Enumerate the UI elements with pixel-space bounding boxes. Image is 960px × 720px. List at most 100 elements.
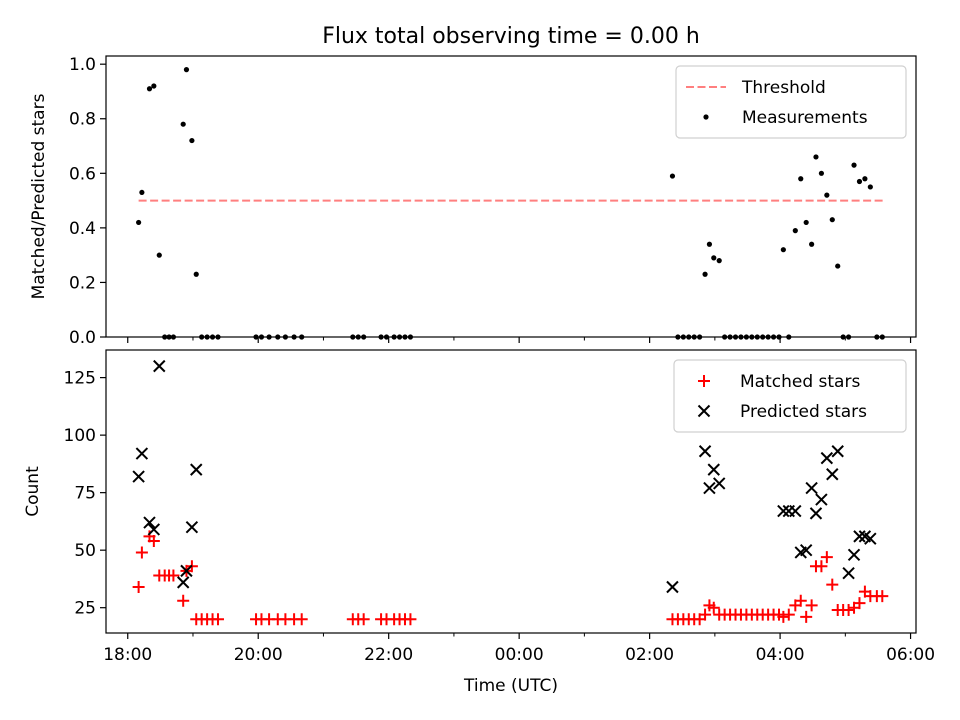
data-point — [780, 247, 786, 253]
data-point — [357, 613, 370, 626]
legend-handle — [703, 114, 709, 120]
data-point — [831, 445, 844, 458]
y-tick-label: 125 — [64, 369, 96, 389]
data-point — [842, 603, 855, 616]
data-point — [177, 594, 190, 607]
series-2-2 — [132, 359, 877, 594]
legend-frame — [675, 65, 907, 139]
data-point — [151, 83, 157, 89]
y-tick-label: 100 — [64, 426, 96, 446]
data-point — [146, 86, 153, 92]
data-point — [777, 610, 790, 623]
data-point — [876, 590, 889, 603]
data-point — [295, 613, 308, 626]
data-point — [180, 121, 186, 127]
y-tick-label: 0.0 — [69, 328, 96, 348]
data-point — [856, 178, 863, 185]
data-point — [180, 564, 193, 578]
data-point — [809, 241, 815, 247]
x-tick-label: 00:00 — [495, 645, 544, 665]
data-point — [829, 217, 835, 223]
data-point — [702, 271, 708, 277]
data-point — [826, 578, 839, 591]
y-tick-label: 0.2 — [69, 273, 96, 293]
data-point — [851, 162, 857, 168]
y-axis-label: Count — [23, 466, 43, 517]
y-tick-label: 0.6 — [69, 164, 96, 184]
data-point — [183, 67, 190, 73]
chart-panels: 0.0 0.2 0.4 0.6 0.8 1.0 Matched/Predicted star… — [23, 55, 935, 665]
data-point — [711, 255, 717, 261]
x-tick-label: 06:00 — [886, 645, 935, 665]
data-point — [136, 219, 142, 226]
data-point — [853, 597, 866, 610]
data-point — [153, 359, 166, 373]
data-point — [798, 176, 804, 182]
legend-label: Threshold — [741, 78, 826, 98]
data-point — [143, 516, 156, 529]
data-point — [809, 507, 823, 520]
data-point — [706, 241, 713, 247]
legend-label: Measurements — [742, 108, 868, 128]
y-tick-label: 25 — [74, 599, 96, 619]
data-point — [156, 252, 162, 258]
y-tick-label: 75 — [74, 484, 96, 504]
data-point — [824, 192, 830, 198]
data-point — [794, 594, 807, 607]
data-point — [147, 534, 160, 547]
data-point — [813, 154, 819, 160]
legend-handle — [697, 404, 711, 418]
data-point — [847, 548, 861, 561]
data-point — [707, 601, 720, 614]
y-tick-label: 0.4 — [69, 219, 96, 239]
data-point — [713, 477, 726, 490]
x-tick-label: 20:00 — [234, 645, 283, 665]
x-tick-label: 04:00 — [756, 645, 805, 665]
y-tick-label: 50 — [74, 541, 96, 561]
data-point — [805, 599, 818, 612]
data-point — [867, 184, 873, 190]
data-point — [707, 463, 720, 476]
data-point — [815, 493, 828, 506]
legend-label: Matched stars — [740, 372, 860, 392]
data-point — [716, 258, 722, 264]
data-point — [862, 176, 868, 182]
panel-1: 0.0 0.2 0.4 0.6 0.8 1.0 Matched/Predicted star… — [29, 55, 917, 348]
x-tick-label: 02:00 — [625, 645, 674, 665]
legend: Threshold Measurements — [675, 65, 907, 139]
data-point — [132, 580, 145, 593]
x-axis-label: Time (UTC) — [463, 676, 558, 696]
data-point — [820, 551, 833, 564]
data-point — [792, 228, 798, 234]
data-point — [803, 219, 809, 226]
data-point — [698, 445, 712, 458]
x-tick-label: 22:00 — [364, 645, 413, 665]
data-point — [176, 576, 190, 589]
data-point — [669, 173, 676, 179]
data-point — [189, 137, 195, 144]
y-tick-label: 0.8 — [69, 110, 96, 130]
data-point — [799, 543, 813, 557]
data-point — [703, 481, 716, 495]
data-point — [132, 470, 145, 483]
data-point — [777, 504, 790, 518]
data-point — [190, 463, 203, 476]
data-point — [404, 613, 417, 626]
data-point — [135, 546, 148, 559]
data-point — [185, 520, 199, 534]
data-point — [818, 170, 825, 176]
data-point — [699, 608, 712, 621]
y-tick-label: 1.0 — [69, 55, 96, 75]
y-axis-label: Matched/Predicted stars — [29, 93, 49, 299]
data-point — [853, 530, 866, 543]
data-point — [826, 468, 839, 481]
data-point — [805, 481, 818, 495]
legend-handle — [698, 375, 710, 387]
figure-title: Flux total observing time = 0.00 h — [322, 24, 700, 49]
legend-label: Predicted stars — [740, 402, 867, 422]
data-point — [167, 569, 180, 582]
data-point — [666, 580, 679, 594]
data-point — [193, 271, 199, 277]
plot-frame — [105, 349, 917, 634]
